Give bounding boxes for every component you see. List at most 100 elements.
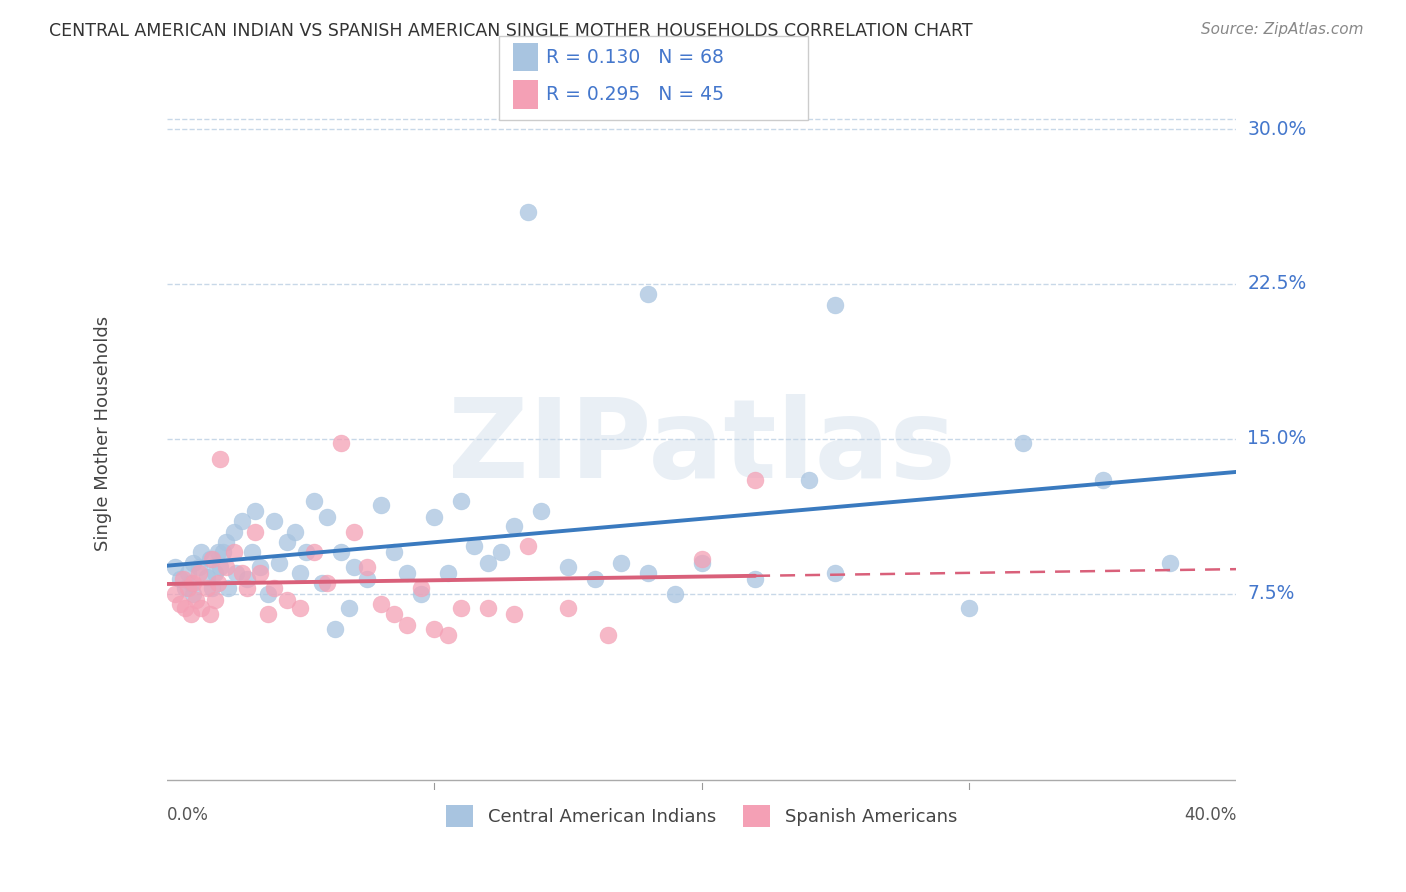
Text: 15.0%: 15.0% [1247, 429, 1306, 449]
Point [370, 498, 392, 512]
Point [477, 601, 499, 615]
Point [316, 576, 339, 591]
Point [1159, 556, 1181, 570]
Point [311, 576, 333, 591]
Point [184, 593, 207, 607]
Point [329, 436, 352, 450]
Point [183, 587, 205, 601]
Point [209, 560, 232, 574]
Point [204, 566, 226, 580]
Point [396, 617, 419, 632]
Point [207, 545, 229, 559]
Point [744, 572, 766, 586]
Text: Source: ZipAtlas.com: Source: ZipAtlas.com [1201, 22, 1364, 37]
Point [824, 566, 846, 580]
Point [409, 581, 432, 595]
Point [195, 581, 218, 595]
Point [183, 556, 205, 570]
Point [423, 510, 446, 524]
Text: R = 0.130   N = 68: R = 0.130 N = 68 [546, 47, 724, 67]
Point [183, 576, 205, 591]
Point [190, 601, 212, 615]
Point [396, 566, 419, 580]
Point [169, 597, 191, 611]
Point [382, 545, 405, 559]
Point [450, 601, 472, 615]
Legend: Central American Indians, Spanish Americans: Central American Indians, Spanish Americ… [439, 797, 965, 834]
Point [409, 587, 432, 601]
Point [436, 566, 458, 580]
Point [450, 493, 472, 508]
Point [516, 539, 538, 553]
Point [180, 576, 202, 591]
Point [249, 566, 271, 580]
Point [356, 560, 378, 574]
Point [169, 572, 191, 586]
Point [557, 560, 579, 574]
Point [163, 560, 186, 574]
Point [257, 607, 280, 622]
Point [249, 560, 271, 574]
Point [222, 524, 245, 539]
Point [177, 581, 200, 595]
Point [214, 560, 236, 574]
Point [463, 539, 485, 553]
Point [190, 545, 212, 559]
Point [263, 581, 285, 595]
Text: CENTRAL AMERICAN INDIAN VS SPANISH AMERICAN SINGLE MOTHER HOUSEHOLDS CORRELATION: CENTRAL AMERICAN INDIAN VS SPANISH AMERI… [49, 22, 973, 40]
Point [209, 452, 232, 467]
Point [323, 622, 346, 636]
Point [1011, 436, 1033, 450]
Text: ZIPatlas: ZIPatlas [447, 394, 956, 501]
Point [163, 587, 186, 601]
Point [503, 518, 526, 533]
Point [503, 607, 526, 622]
Point [284, 524, 307, 539]
Point [290, 566, 312, 580]
Point [212, 545, 235, 559]
Point [302, 493, 325, 508]
Point [231, 515, 253, 529]
Point [744, 473, 766, 487]
Text: 22.5%: 22.5% [1247, 275, 1306, 293]
Point [207, 576, 229, 591]
Point [957, 601, 980, 615]
Text: 30.0%: 30.0% [1247, 120, 1306, 138]
Text: 40.0%: 40.0% [1184, 806, 1236, 824]
Point [316, 510, 339, 524]
Point [172, 572, 194, 586]
Point [436, 628, 458, 642]
Text: Single Mother Households: Single Mother Households [94, 316, 111, 551]
Point [263, 515, 285, 529]
Point [276, 535, 298, 549]
Point [201, 551, 224, 566]
Point [204, 593, 226, 607]
Point [240, 545, 263, 559]
Point [177, 566, 200, 580]
Point [198, 607, 221, 622]
Point [174, 601, 197, 615]
Point [477, 556, 499, 570]
Point [222, 545, 245, 559]
Point [690, 551, 713, 566]
Point [267, 556, 290, 570]
Point [201, 581, 224, 595]
Point [174, 581, 197, 595]
Point [294, 545, 316, 559]
Point [290, 601, 312, 615]
Point [329, 545, 352, 559]
Point [217, 581, 239, 595]
Point [257, 587, 280, 601]
Point [195, 570, 218, 584]
Point [302, 545, 325, 559]
Point [690, 556, 713, 570]
Point [180, 607, 202, 622]
Point [236, 581, 259, 595]
Point [1091, 473, 1114, 487]
Point [382, 607, 405, 622]
Point [214, 535, 236, 549]
Point [557, 601, 579, 615]
Point [356, 572, 378, 586]
Point [370, 597, 392, 611]
Point [343, 524, 366, 539]
